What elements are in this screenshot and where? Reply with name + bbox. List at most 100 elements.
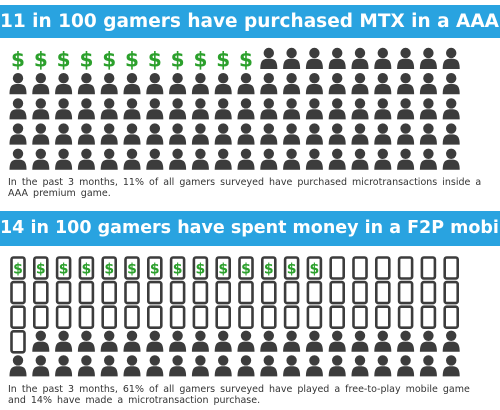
person-icon: [305, 148, 323, 170]
f2p-mobile-icon-grid: $ $ $ $ $ $ $ $ $ $ $ $ $ $: [9, 256, 460, 377]
person-icon: [100, 98, 118, 120]
person-icon: [214, 123, 232, 145]
section-1-caption: In the past 3 months, 11% of all gamers …: [8, 177, 482, 199]
person-icon: [397, 355, 415, 377]
person-icon: [146, 330, 164, 352]
person-icon: [169, 123, 187, 145]
person-icon: [374, 355, 392, 377]
person-dollar-icon: $: [171, 48, 185, 72]
svg-text:$: $: [216, 48, 230, 72]
section-2-caption: In the past 3 months, 61% of all gamers …: [8, 384, 470, 406]
person-icon: [123, 355, 141, 377]
person-icon: [260, 47, 278, 69]
phone-icon: [10, 305, 26, 330]
person-icon: [351, 73, 369, 95]
person-icon: [191, 330, 209, 352]
person-icon: [100, 123, 118, 145]
phone-icon: [169, 280, 186, 305]
phone-icon: [32, 280, 49, 305]
person-icon: [283, 355, 301, 377]
person-dollar-icon: $: [34, 48, 48, 72]
person-icon: [442, 73, 460, 95]
person-icon: [55, 148, 73, 170]
person-icon: [100, 330, 118, 352]
person-icon: [169, 148, 187, 170]
person-icon: [442, 148, 460, 170]
person-icon: [283, 123, 301, 145]
person-dollar-icon: $: [79, 48, 93, 72]
person-icon: [9, 98, 27, 120]
person-icon: [328, 123, 346, 145]
phone-dollar-icon: $: [55, 256, 72, 280]
person-icon: [214, 330, 232, 352]
section-2-title: 14 in 100 gamers have spent money in a F…: [0, 218, 500, 238]
svg-text:$: $: [239, 48, 253, 72]
person-icon: [9, 123, 27, 145]
svg-text:$: $: [59, 262, 69, 278]
person-icon: [397, 123, 415, 145]
phone-icon: [124, 305, 140, 330]
phone-icon: [420, 280, 437, 305]
person-icon: [9, 355, 27, 377]
person-icon: [328, 73, 346, 95]
phone-icon: [55, 305, 72, 330]
svg-text:$: $: [13, 262, 23, 278]
person-icon: [305, 73, 323, 95]
phone-icon: [329, 280, 346, 305]
person-icon: [351, 123, 369, 145]
svg-text:$: $: [287, 262, 297, 278]
person-icon: [214, 98, 232, 120]
phone-icon: [260, 280, 277, 305]
person-icon: [123, 73, 141, 95]
person-icon: [351, 355, 369, 377]
person-dollar-icon: $: [11, 48, 25, 72]
phone-dollar-icon: $: [215, 256, 231, 280]
phone-icon: [147, 305, 163, 330]
svg-text:$: $: [125, 48, 139, 72]
person-icon: [191, 73, 209, 95]
person-icon: [123, 330, 141, 352]
person-icon: [374, 47, 392, 69]
phone-icon: [238, 305, 254, 330]
person-icon: [351, 98, 369, 120]
person-icon: [55, 73, 73, 95]
phone-icon: [352, 305, 368, 330]
person-icon: [169, 98, 187, 120]
phone-icon: [192, 305, 209, 330]
phone-dollar-icon: $: [10, 256, 26, 280]
person-icon: [260, 73, 278, 95]
person-icon: [77, 123, 95, 145]
person-dollar-icon: $: [148, 48, 162, 72]
svg-text:$: $: [148, 48, 162, 72]
person-icon: [32, 123, 50, 145]
person-dollar-icon: $: [216, 48, 230, 72]
person-icon: [32, 98, 50, 120]
person-icon: [419, 123, 437, 145]
phone-icon: [443, 305, 460, 330]
svg-text:$: $: [150, 262, 160, 278]
person-icon: [146, 123, 164, 145]
svg-text:$: $: [104, 262, 114, 278]
person-icon: [351, 47, 369, 69]
phone-dollar-icon: $: [169, 256, 186, 280]
phone-icon: [215, 305, 231, 330]
person-icon: [328, 330, 346, 352]
phone-icon: [124, 280, 140, 305]
svg-text:$: $: [36, 262, 46, 278]
person-icon: [77, 355, 95, 377]
person-icon: [419, 47, 437, 69]
svg-text:$: $: [196, 262, 206, 278]
person-icon: [374, 123, 392, 145]
svg-text:$: $: [127, 262, 137, 278]
person-icon: [283, 73, 301, 95]
phone-icon: [55, 280, 72, 305]
person-icon: [419, 330, 437, 352]
person-icon: [55, 355, 73, 377]
phone-icon: [32, 305, 49, 330]
phone-icon: [10, 280, 26, 305]
person-icon: [442, 330, 460, 352]
person-icon: [328, 148, 346, 170]
person-icon: [55, 123, 73, 145]
person-icon: [328, 47, 346, 69]
section-1-title: 11 in 100 gamers have purchased MTX in a…: [0, 11, 500, 32]
